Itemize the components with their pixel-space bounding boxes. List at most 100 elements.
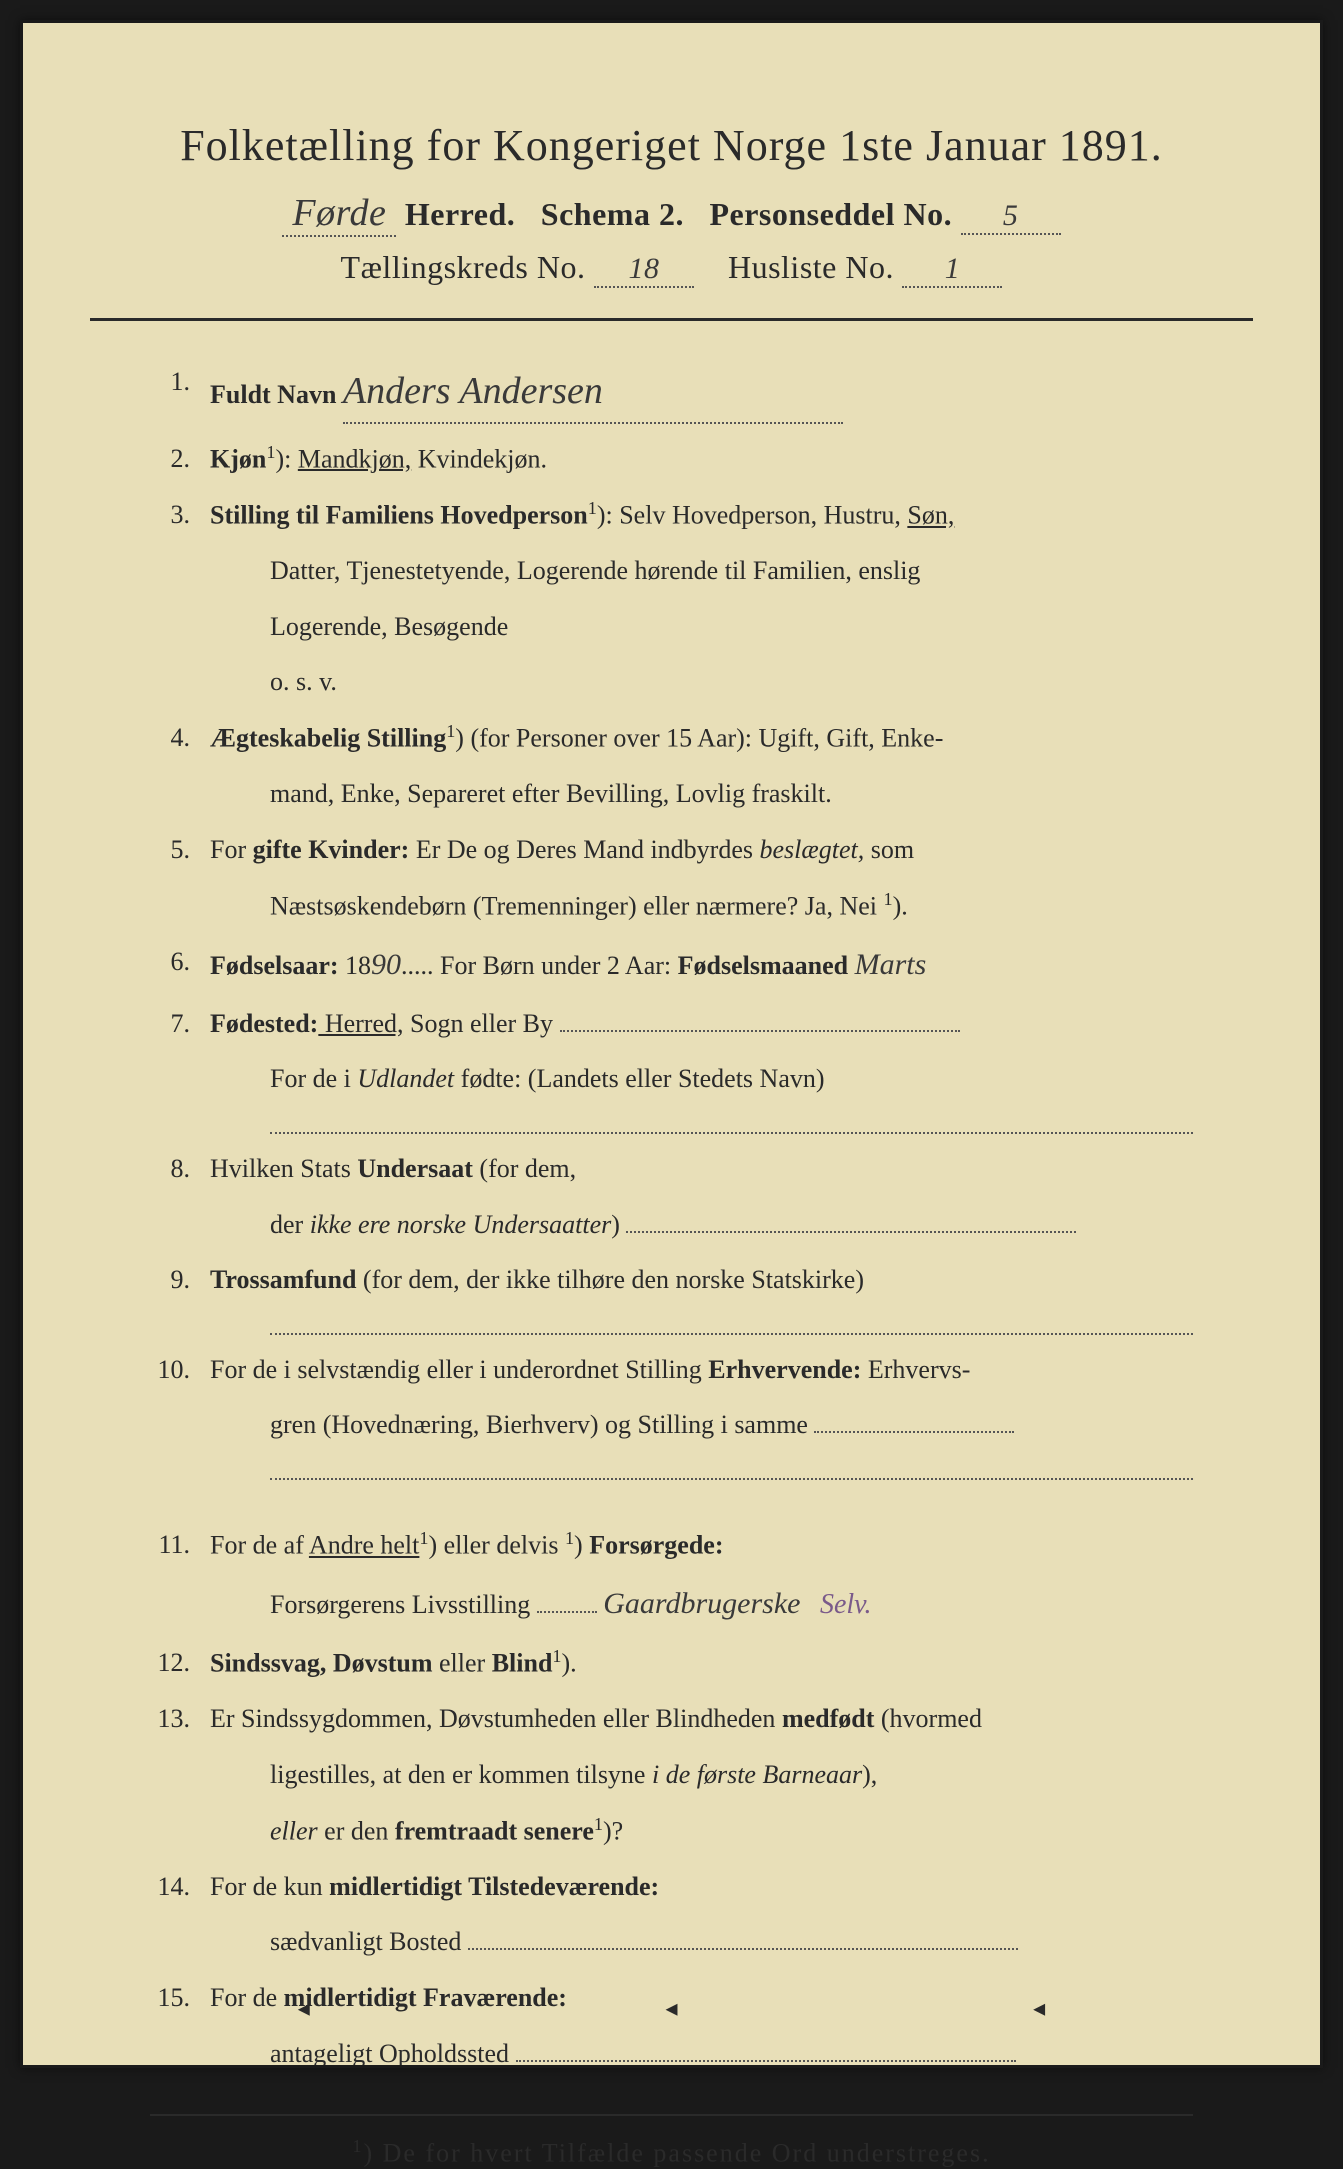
- dotted-fill: [270, 1315, 1193, 1335]
- cont2-italic: eller: [270, 1816, 318, 1845]
- dotted-fill: [626, 1231, 1076, 1233]
- underlined: Herred,: [318, 1009, 403, 1038]
- item-8: 8. Hvilken Stats Undersaat (for dem,: [150, 1148, 1193, 1190]
- dotted-fill: [516, 2060, 1016, 2062]
- label: Ægteskabelig Stilling: [210, 724, 446, 753]
- text: ):: [275, 444, 297, 473]
- item-10-cont1: gren (Hovednæring, Bierhverv) og Stillin…: [210, 1404, 1193, 1446]
- text-start: Hvilken Stats: [210, 1154, 357, 1183]
- footnote-sup: 1: [352, 2136, 363, 2156]
- label: Fuldt Navn: [210, 380, 336, 409]
- item-3-cont1: Datter, Tjenestetyende, Logerende hørend…: [210, 550, 1193, 592]
- dotted-fill: [270, 1114, 1193, 1134]
- cont1-start: ligestilles, at den er kommen tilsyne: [270, 1760, 652, 1789]
- cont1: Forsørgerens Livsstilling: [270, 1590, 530, 1619]
- item-body: Ægteskabelig Stilling1) (for Personer ov…: [210, 717, 1193, 759]
- item-num: 3.: [150, 494, 210, 536]
- item-num: 11.: [150, 1524, 210, 1566]
- item-num: 9.: [150, 1259, 210, 1301]
- item-13: 13. Er Sindssygdommen, Døvstumheden elle…: [150, 1698, 1193, 1740]
- text-mid2: ): [574, 1531, 589, 1560]
- item-13-cont2: eller er den fremtraadt senere1)?: [210, 1810, 1193, 1852]
- marker: ◂: [665, 1994, 677, 2023]
- footnote-text: ) De for hvert Tilfælde passende Ord und…: [363, 2139, 990, 2168]
- item-3: 3. Stilling til Familiens Hovedperson1):…: [150, 494, 1193, 536]
- item-2: 2. Kjøn1): Mandkjøn, Kvindekjøn.: [150, 438, 1193, 480]
- item-5: 5. For gifte Kvinder: Er De og Deres Man…: [150, 829, 1193, 871]
- text: eller: [433, 1649, 492, 1678]
- cont1: Næstsøskendebørn (Tremenninger) eller næ…: [270, 891, 884, 920]
- text: (for dem,: [473, 1154, 576, 1183]
- item-body: Stilling til Familiens Hovedperson1): Se…: [210, 494, 1193, 536]
- label: gifte Kvinder:: [253, 835, 410, 864]
- census-page: Folketælling for Kongeriget Norge 1ste J…: [20, 20, 1323, 2068]
- item-4: 4. Ægteskabelig Stilling1) (for Personer…: [150, 717, 1193, 759]
- underlined: Søn,: [907, 501, 954, 530]
- text: ) (for Personer over 15 Aar): Ugift, Gif…: [455, 724, 943, 753]
- item-body: For gifte Kvinder: Er De og Deres Mand i…: [210, 829, 1193, 871]
- personseddel-label: Personseddel No.: [709, 196, 952, 232]
- text: (hvormed: [874, 1704, 982, 1733]
- item-body: Fødselsaar: 1890..... For Børn under 2 A…: [210, 941, 1193, 989]
- cont1: sædvanligt Bosted: [270, 1927, 461, 1956]
- husliste-value: 1: [902, 252, 1002, 288]
- item-9: 9. Trossamfund (for dem, der ikke tilhør…: [150, 1259, 1193, 1301]
- label: medfødt: [782, 1704, 874, 1733]
- item-num: 5.: [150, 829, 210, 871]
- cont1-handwritten: Gaardbrugerske: [603, 1587, 800, 1620]
- footnote-divider: [150, 2114, 1193, 2116]
- taellingskreds-label: Tællingskreds No.: [341, 249, 586, 285]
- item-10: 10. For de i selvstændig eller i underor…: [150, 1349, 1193, 1391]
- text-mid: ) eller delvis: [428, 1531, 564, 1560]
- month-value: Marts: [855, 948, 927, 981]
- kreds-line: Tællingskreds No. 18 Husliste No. 1: [90, 249, 1253, 288]
- item-body: For de kun midlertidigt Tilstedeværende:: [210, 1866, 1193, 1908]
- item-13-cont1: ligestilles, at den er kommen tilsyne i …: [210, 1754, 1193, 1796]
- text: 18: [339, 951, 372, 980]
- item-num: 4.: [150, 717, 210, 759]
- herred-line: Førde Herred. Schema 2. Personseddel No.…: [90, 191, 1253, 237]
- text-start: For de af: [210, 1531, 309, 1560]
- dotted-fill: [537, 1611, 597, 1613]
- text2: ..... For Børn under 2 Aar:: [401, 951, 678, 980]
- dotted-fill: [468, 1948, 1018, 1950]
- content: 1. Fuldt Navn Anders Andersen 2. Kjøn1):…: [90, 361, 1253, 2074]
- dotted-fill: [814, 1431, 1014, 1433]
- item-body: Kjøn1): Mandkjøn, Kvindekjøn.: [210, 438, 1193, 480]
- item-num: 10.: [150, 1349, 210, 1391]
- cont1-italic: i de første Barneaar: [652, 1760, 862, 1789]
- sup2: 1: [565, 1528, 574, 1548]
- main-title: Folketælling for Kongeriget Norge 1ste J…: [90, 120, 1253, 171]
- cont1-end: ),: [862, 1760, 877, 1789]
- cont1-start: der: [270, 1210, 310, 1239]
- text: Sogn eller By: [404, 1009, 554, 1038]
- item-9-dotted: [210, 1315, 1193, 1335]
- item-11: 11. For de af Andre helt1) eller delvis …: [150, 1524, 1193, 1566]
- item-14-cont1: sædvanligt Bosted: [210, 1921, 1193, 1963]
- name-value: Anders Andersen: [343, 361, 843, 424]
- header-divider: [90, 318, 1253, 321]
- item-body: Fuldt Navn Anders Andersen: [210, 361, 1193, 424]
- cont1-italic: ikke ere norske Undersaatter: [310, 1210, 612, 1239]
- item-5-cont1: Næstsøskendebørn (Tremenninger) eller næ…: [210, 885, 1193, 927]
- item-4-cont1: mand, Enke, Separeret efter Bevilling, L…: [210, 773, 1193, 815]
- cont1: antageligt Opholdssted: [270, 2039, 509, 2068]
- item-11-cont1: Forsørgerens Livsstilling Gaardbrugerske…: [210, 1580, 1193, 1628]
- label: Erhvervende:: [708, 1355, 861, 1384]
- item-num: 8.: [150, 1148, 210, 1190]
- item-6: 6. Fødselsaar: 1890..... For Børn under …: [150, 941, 1193, 989]
- text: ): Selv Hovedperson, Hustru,: [597, 501, 908, 530]
- cont2-label: fremtraadt senere: [395, 1816, 594, 1845]
- item-body: For de af Andre helt1) eller delvis 1) F…: [210, 1524, 1193, 1566]
- cont2-sup: 1: [594, 1814, 603, 1834]
- text-start: Er Sindssygdommen, Døvstumheden eller Bl…: [210, 1704, 782, 1733]
- item-num: 6.: [150, 941, 210, 983]
- herred-value: Førde: [282, 191, 396, 237]
- dotted-fill: [270, 1460, 1193, 1480]
- label: Stilling til Familiens Hovedperson: [210, 501, 588, 530]
- item-10-dotted: [210, 1460, 1193, 1480]
- label: Sindssvag, Døvstum: [210, 1649, 433, 1678]
- spacer: [150, 1494, 1193, 1524]
- text: Er De og Deres Mand indbyrdes: [409, 835, 759, 864]
- footnote: 1) De for hvert Tilfælde passende Ord un…: [90, 2136, 1253, 2169]
